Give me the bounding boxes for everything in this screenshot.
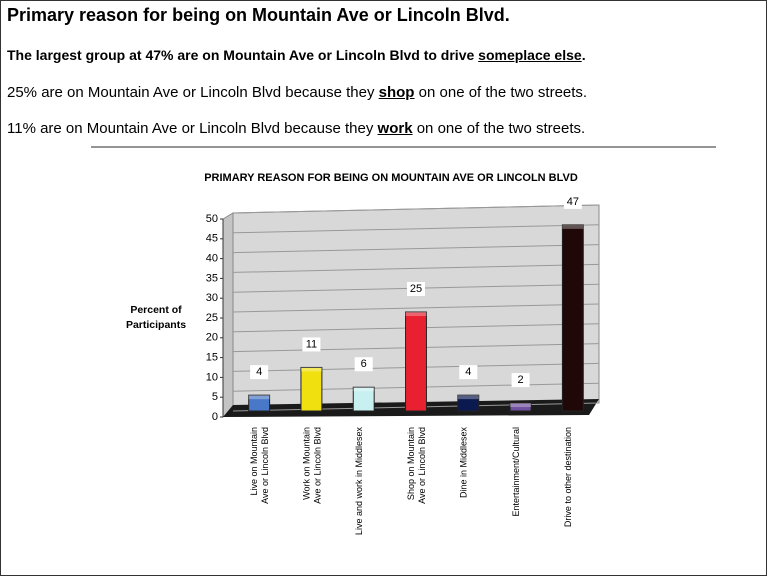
bar xyxy=(509,402,532,412)
x-tick-label: Entertainment/Cultural xyxy=(511,427,521,517)
bar xyxy=(248,394,271,412)
text-run: on one of the two streets. xyxy=(412,120,586,137)
data-label: 2 xyxy=(518,374,524,386)
data-label-box xyxy=(302,337,321,352)
y-tick-label: 40 xyxy=(206,253,218,265)
y-tick-label: 45 xyxy=(206,233,218,245)
x-tick-label: Live on MountainAve or Lincoln Blvd xyxy=(250,427,271,504)
grid-line xyxy=(232,204,600,214)
bar-top xyxy=(562,224,584,229)
x-tick-label: Drive to other destination xyxy=(563,427,573,527)
chart-title: PRIMARY REASON FOR BEING ON MOUNTAIN AVE… xyxy=(204,172,578,184)
y-tick-label: 0 xyxy=(212,411,218,423)
grid-line xyxy=(232,303,600,313)
data-label-box xyxy=(407,282,425,296)
data-label: 25 xyxy=(410,283,422,295)
y-axis-label: Participants xyxy=(126,319,186,331)
bar xyxy=(352,386,375,412)
bar-top xyxy=(405,312,427,316)
text-run: 47% xyxy=(145,47,174,63)
text-run: 11% are on Mountain Ave or Lincoln Blvd … xyxy=(7,120,378,137)
text-run: on one of the two streets. xyxy=(414,84,588,101)
data-label-box xyxy=(511,373,530,388)
y-tick-label: 35 xyxy=(206,272,218,284)
y-tick-label: 15 xyxy=(206,352,218,364)
grid-line xyxy=(232,224,600,234)
bar xyxy=(561,224,584,412)
bar xyxy=(405,311,427,412)
bar-top xyxy=(300,367,322,372)
bar xyxy=(300,366,323,412)
text-run: someplace else xyxy=(478,47,582,63)
y-tick-label: 50 xyxy=(206,213,218,225)
y-axis-label: Percent of xyxy=(130,304,182,316)
x-tick-label: Shop on MountainAve or Lincoln Blvd xyxy=(406,427,427,504)
data-label-box xyxy=(459,365,478,380)
paragraph: 25% are on Mountain Ave or Lincoln Blvd … xyxy=(7,84,587,101)
text-run: . xyxy=(581,47,586,63)
data-label-box xyxy=(563,194,582,209)
data-label: 4 xyxy=(465,366,471,378)
text-run: The largest group at xyxy=(7,47,146,63)
bar-top xyxy=(353,387,375,392)
bar-top xyxy=(248,395,270,400)
text-run: shop xyxy=(378,84,415,101)
text-run: work xyxy=(377,120,413,137)
y-tick-label: 25 xyxy=(206,312,218,324)
x-tick-label: Dine in Middlesex xyxy=(459,427,469,499)
text-run: 25% are on Mountain Ave or Lincoln Blvd … xyxy=(7,84,379,101)
data-label: 11 xyxy=(306,338,317,350)
y-tick-label: 20 xyxy=(206,332,218,344)
y-tick-label: 5 xyxy=(212,391,218,403)
data-label: 4 xyxy=(256,366,262,378)
bar xyxy=(457,394,480,412)
data-label: 6 xyxy=(361,358,367,370)
y-tick-label: 10 xyxy=(206,371,218,383)
side-wall xyxy=(222,212,234,418)
bar-top xyxy=(457,395,479,400)
y-tick-label: 30 xyxy=(206,292,218,304)
grid-line xyxy=(232,263,600,273)
paragraph: The largest group at 47% are on Mountain… xyxy=(7,47,586,63)
paragraph: 11% are on Mountain Ave or Lincoln Blvd … xyxy=(7,120,585,137)
data-label-box xyxy=(250,365,269,380)
title: Primary reason for being on Mountain Ave… xyxy=(7,5,510,25)
x-tick-label: Work on MountainAve or Lincoln Blvd xyxy=(302,427,323,504)
data-label: 47 xyxy=(567,196,579,208)
grid-line xyxy=(232,244,600,254)
data-label-box xyxy=(354,357,373,372)
bar-top xyxy=(510,403,532,408)
x-tick-label: Live and work in Middlesex xyxy=(354,427,364,536)
text-run: are on Mountain Ave or Lincoln Blvd to d… xyxy=(173,47,479,63)
